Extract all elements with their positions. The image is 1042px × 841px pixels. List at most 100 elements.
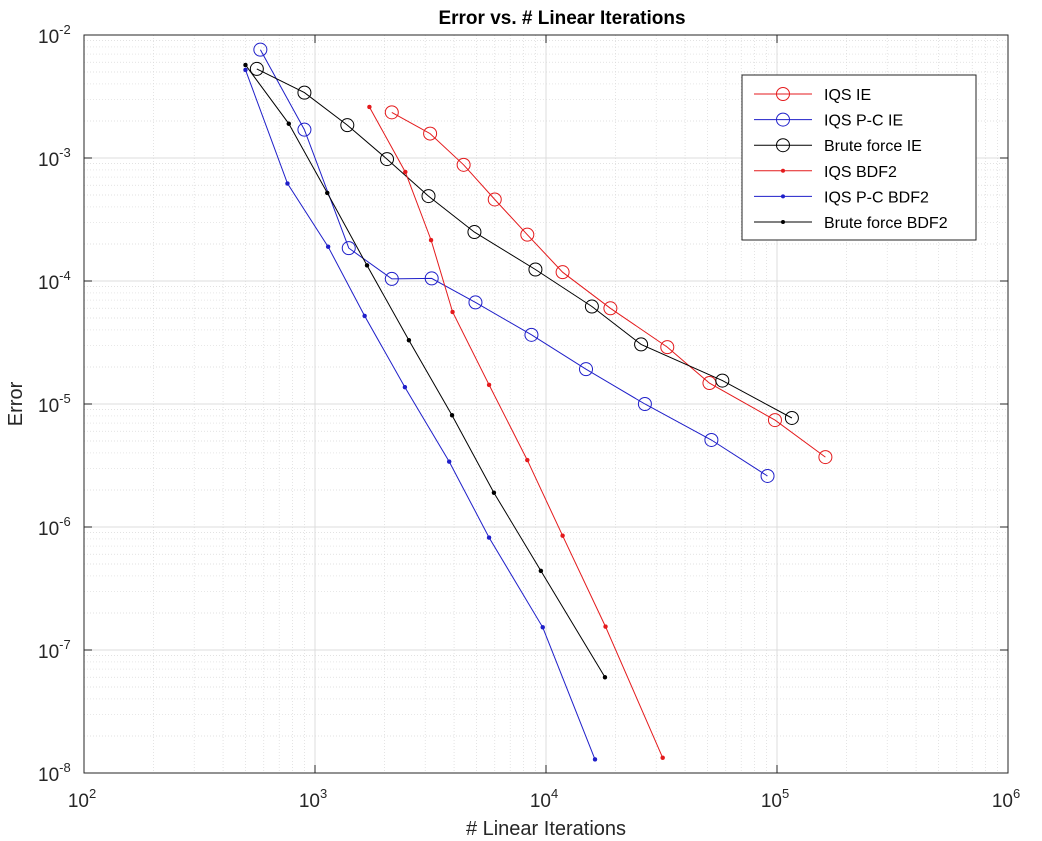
- series-brute-force-bdf2: [243, 62, 608, 680]
- y-tick-label: 10-8: [38, 760, 71, 786]
- data-point: [637, 397, 652, 411]
- data-point: [249, 61, 264, 76]
- data-point: [243, 67, 248, 73]
- data-point: [403, 169, 408, 175]
- legend-entry: IQS IE: [754, 87, 871, 104]
- x-tick-exponent: 2: [89, 786, 96, 801]
- x-tick-base: 10: [299, 791, 320, 812]
- legend-marker: [776, 87, 790, 101]
- series-brute-force-ie: [249, 61, 799, 425]
- data-point: [456, 157, 471, 172]
- data-point: [704, 432, 719, 447]
- data-point: [297, 85, 312, 100]
- data-point: [491, 490, 497, 495]
- legend-entry: IQS BDF2: [754, 164, 897, 181]
- legend-marker: [776, 138, 790, 153]
- data-point: [660, 755, 665, 761]
- data-point: [525, 457, 530, 463]
- legend-label: IQS P-C BDF2: [824, 189, 929, 206]
- y-tick-base: 10: [38, 273, 59, 294]
- legend-marker: [776, 112, 790, 127]
- data-point: [584, 299, 599, 314]
- y-tick-label: 10-2: [38, 22, 71, 48]
- data-point: [380, 152, 395, 167]
- series-layer: [243, 42, 833, 762]
- data-point: [449, 413, 455, 418]
- data-point: [468, 295, 483, 310]
- legend-entry: IQS P-C BDF2: [754, 189, 929, 206]
- x-tick-label: 104: [530, 786, 558, 812]
- data-point: [560, 533, 565, 538]
- x-tick-base: 10: [761, 791, 782, 812]
- legend-box: [741, 74, 977, 241]
- legend-entry: Brute force BDF2: [754, 215, 948, 232]
- legend-label: Brute force IE: [824, 138, 922, 155]
- data-point: [286, 121, 292, 126]
- data-point: [325, 190, 330, 196]
- y-tick-base: 10: [38, 519, 59, 540]
- data-point: [402, 384, 408, 390]
- y-tick-exponent: -3: [59, 145, 71, 160]
- data-point: [528, 262, 543, 277]
- y-tick-base: 10: [38, 27, 59, 48]
- x-tick-label: 106: [992, 786, 1020, 812]
- data-point: [467, 225, 482, 240]
- data-point: [384, 105, 399, 120]
- series-line: [391, 111, 826, 458]
- x-tick-label: 103: [299, 786, 327, 812]
- plot-frame: [83, 34, 1009, 774]
- data-point: [341, 241, 356, 256]
- y-tick-exponent: -5: [59, 391, 71, 406]
- data-point: [660, 340, 675, 355]
- data-point: [423, 126, 438, 141]
- data-point: [487, 192, 502, 207]
- data-point: [384, 271, 399, 286]
- x-tick-exponent: 3: [320, 786, 327, 801]
- series-iqs-p-c-bdf2: [243, 67, 598, 762]
- data-point: [603, 624, 608, 629]
- y-tick-base: 10: [38, 396, 59, 417]
- y-tick-labels: 10-810-710-610-510-410-310-2: [38, 22, 71, 786]
- data-point: [362, 313, 367, 319]
- series-line: [259, 49, 768, 477]
- data-point: [421, 189, 436, 204]
- x-tick-labels: 102 103 104 105 106: [68, 786, 1020, 812]
- data-point: [524, 327, 539, 342]
- x-tick-base: 10: [992, 791, 1013, 812]
- data-point: [450, 309, 455, 315]
- data-point: [538, 568, 544, 574]
- data-point: [767, 413, 782, 428]
- y-tick-base: 10: [38, 642, 59, 663]
- legend-marker: [781, 194, 785, 199]
- y-tick-exponent: -2: [59, 22, 71, 37]
- data-point: [486, 382, 492, 388]
- data-point: [253, 42, 268, 57]
- y-tick-exponent: -8: [59, 760, 71, 775]
- data-point: [784, 410, 799, 425]
- data-point: [325, 244, 331, 249]
- data-point: [540, 625, 545, 630]
- x-tick-label: 105: [761, 786, 789, 812]
- x-axis-label: # Linear Iterations: [466, 818, 626, 840]
- data-point: [424, 271, 439, 286]
- data-point: [520, 227, 535, 242]
- series-iqs-bdf2: [367, 104, 665, 761]
- data-point: [297, 122, 312, 137]
- y-tick-label: 10-5: [38, 391, 71, 417]
- data-point: [406, 337, 412, 343]
- legend-label: Brute force BDF2: [824, 215, 948, 232]
- chart-title: Error vs. # Linear Iterations: [438, 8, 685, 29]
- y-axis-label: Error: [5, 381, 27, 426]
- legend-entry: Brute force IE: [754, 138, 922, 155]
- y-tick-exponent: -6: [59, 514, 71, 529]
- data-point: [486, 535, 492, 540]
- data-point: [367, 104, 372, 110]
- data-point: [818, 450, 833, 465]
- y-tick-label: 10-4: [38, 268, 71, 294]
- legend: IQS IE IQS P-C IE Brute force IE IQS BDF2 IQ…: [741, 74, 977, 241]
- data-point: [603, 301, 618, 316]
- data-point: [340, 118, 355, 133]
- legend-label: IQS IE: [824, 87, 871, 104]
- legend-label: IQS P-C IE: [824, 113, 903, 130]
